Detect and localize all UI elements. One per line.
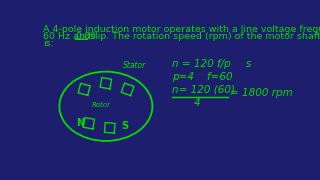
Text: 0.09: 0.09 [75,32,96,41]
Text: p=4    f=60: p=4 f=60 [172,72,232,82]
Text: n= 120 (60): n= 120 (60) [172,85,235,95]
Text: = 1800 rpm: = 1800 rpm [230,88,292,98]
Text: Stator: Stator [123,61,146,70]
Text: 60 Hz and: 60 Hz and [43,32,94,41]
Text: Rotor: Rotor [92,102,111,108]
Text: 4: 4 [194,98,200,108]
Text: N: N [76,118,84,128]
Text: slip. The rotation speed (rpm) of the motor shaft: slip. The rotation speed (rpm) of the mo… [87,32,320,41]
Text: S: S [121,121,129,131]
Text: n = 120 f/p: n = 120 f/p [172,58,230,69]
Text: s: s [245,58,251,69]
Text: is:: is: [43,39,54,48]
Text: A 4-pole induction motor operates with a line voltage frequency of: A 4-pole induction motor operates with a… [43,25,320,34]
